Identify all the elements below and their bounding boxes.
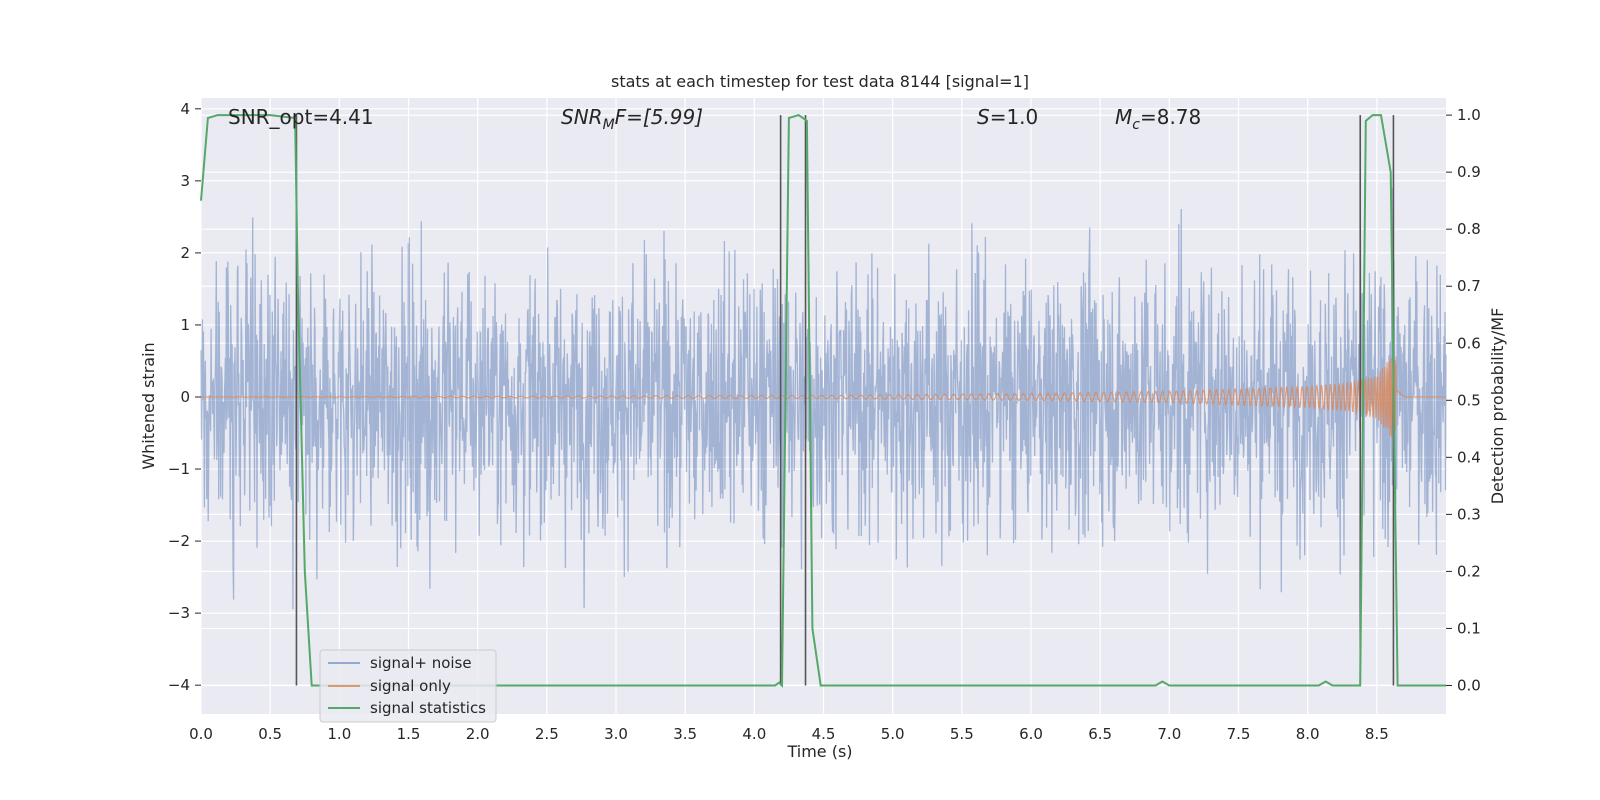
x-tick-label-12: 6.0 (1019, 725, 1043, 743)
y-right-tick-label-5: 0.5 (1457, 391, 1481, 409)
x-tick-label-15: 7.5 (1227, 725, 1251, 743)
y-left-tick-label-7: −3 (168, 604, 190, 622)
noise-trace (200, 188, 1447, 610)
y-right-tick-label-7: 0.3 (1457, 505, 1481, 523)
x-axis-ticks: 0.0 0.5 1.0 1.5 2.0 2.5 3.0 3.5 4.0 4.5 5.0 5.5 6.0 6… (189, 725, 1389, 743)
annotation-snr-opt: SNR_opt=4.41 (228, 105, 374, 129)
legend: signal+ noise signal only signal statist… (319, 649, 497, 723)
x-tick-label-6: 3.0 (604, 725, 628, 743)
x-tick-label-3: 1.5 (397, 725, 421, 743)
annotation-s-rest: =1.0 (990, 105, 1039, 129)
y-axis-right-label: Detection probability/MF (1488, 308, 1507, 505)
y-left-tick-label-5: −1 (168, 460, 190, 478)
series-signal-only (201, 354, 1446, 438)
legend-label-noise: signal+ noise (370, 654, 472, 672)
y-left-tick-label-3: 1 (180, 316, 190, 334)
annotation-mc-sub: c (1132, 117, 1140, 133)
x-tick-label-11: 5.5 (950, 725, 974, 743)
x-tick-label-13: 6.5 (1088, 725, 1112, 743)
x-tick-label-17: 8.5 (1365, 725, 1389, 743)
annotation-s-base: S (977, 105, 990, 129)
stats-trace (200, 114, 1446, 688)
x-tick-label-5: 2.5 (535, 725, 559, 743)
x-tick-label-9: 4.5 (812, 725, 836, 743)
annotation-snr-mf-sub: M (603, 117, 615, 133)
y-axis-right-ticks: 1.0 0.9 0.8 0.7 0.6 0.5 0.4 0.3 0.2 0.1 0.0 (1446, 106, 1481, 694)
y-axis-left-ticks: 4 3 2 1 0 −1 −2 −3 −4 (168, 100, 201, 694)
y-right-tick-label-10: 0.0 (1457, 676, 1481, 694)
x-tick-label-16: 8.0 (1296, 725, 1320, 743)
series-signal-plus-noise (200, 188, 1447, 610)
x-tick-label-4: 2.0 (466, 725, 490, 743)
y-left-tick-label-8: −4 (168, 676, 190, 694)
y-right-tick-label-3: 0.7 (1457, 277, 1481, 295)
annotation-s: S=1.0 (977, 105, 1038, 129)
x-tick-label-7: 3.5 (673, 725, 697, 743)
legend-label-stats: signal statistics (370, 699, 486, 717)
series-signal-statistics (200, 114, 1446, 688)
x-tick-label-2: 1.0 (327, 725, 351, 743)
annotation-snr-mf-rest: F=[5.99] (615, 105, 703, 129)
x-tick-label-0: 0.0 (189, 725, 213, 743)
x-axis-label: Time (s) (786, 742, 852, 761)
y-right-tick-label-1: 0.9 (1457, 163, 1481, 181)
legend-box (319, 649, 497, 723)
y-right-tick-label-2: 0.8 (1457, 220, 1481, 238)
y-right-tick-label-0: 1.0 (1457, 106, 1481, 124)
x-tick-label-8: 4.0 (742, 725, 766, 743)
annotation-mc: Mc=8.78 (1115, 105, 1201, 133)
annotation-snr-mf-base: SNR (561, 105, 603, 129)
y-left-tick-label-2: 2 (180, 244, 190, 262)
y-right-tick-label-9: 0.1 (1457, 619, 1481, 637)
annotation-mc-rest: =8.78 (1140, 105, 1201, 129)
signal-trace (201, 354, 1446, 438)
annotation-snr-mf: SNRMF=[5.99] (561, 105, 703, 133)
legend-label-signal: signal only (370, 677, 451, 695)
y-left-tick-label-4: 0 (180, 388, 190, 406)
y-left-tick-label-1: 3 (180, 172, 190, 190)
y-left-tick-label-0: 4 (180, 100, 190, 118)
x-tick-label-1: 0.5 (258, 725, 282, 743)
chart-title: stats at each timestep for test data 814… (611, 72, 1029, 91)
y-right-tick-label-8: 0.2 (1457, 562, 1481, 580)
x-tick-label-14: 7.0 (1157, 725, 1181, 743)
y-right-tick-label-4: 0.6 (1457, 334, 1481, 352)
y-right-tick-label-6: 0.4 (1457, 448, 1481, 466)
y-axis-left-label: Whitened strain (139, 342, 158, 469)
y-left-tick-label-6: −2 (168, 532, 190, 550)
grid-lines (200, 98, 1446, 714)
x-tick-label-10: 5.0 (881, 725, 905, 743)
annotation-mc-base: M (1115, 105, 1132, 129)
